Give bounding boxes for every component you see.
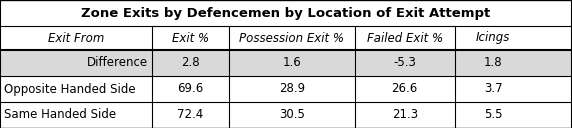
Text: 26.6: 26.6 [392, 83, 418, 95]
Text: Zone Exits by Defencemen by Location of Exit Attempt: Zone Exits by Defencemen by Location of … [81, 7, 491, 19]
Text: -5.3: -5.3 [394, 56, 416, 70]
Text: 3.7: 3.7 [484, 83, 503, 95]
Text: 5.5: 5.5 [484, 109, 503, 121]
Text: 69.6: 69.6 [177, 83, 203, 95]
Text: Failed Exit %: Failed Exit % [367, 31, 443, 45]
Bar [0, 102, 572, 128]
Text: 30.5: 30.5 [279, 109, 305, 121]
Text: 72.4: 72.4 [177, 109, 203, 121]
Text: 1.8: 1.8 [484, 56, 503, 70]
Bar [0, 0, 572, 26]
Text: Opposite Handed Side: Opposite Handed Side [4, 83, 136, 95]
Text: Difference: Difference [86, 56, 148, 70]
Text: Same Handed Side: Same Handed Side [4, 109, 116, 121]
Text: 28.9: 28.9 [279, 83, 305, 95]
Text: Possession Exit %: Possession Exit % [239, 31, 344, 45]
Text: 2.8: 2.8 [181, 56, 200, 70]
Text: Exit %: Exit % [172, 31, 209, 45]
Bar [0, 76, 572, 102]
Bar [0, 26, 572, 50]
Text: 21.3: 21.3 [392, 109, 418, 121]
Text: Exit From: Exit From [47, 31, 104, 45]
Text: Icings: Icings [476, 31, 511, 45]
Bar [0, 50, 572, 76]
Text: 1.6: 1.6 [283, 56, 301, 70]
